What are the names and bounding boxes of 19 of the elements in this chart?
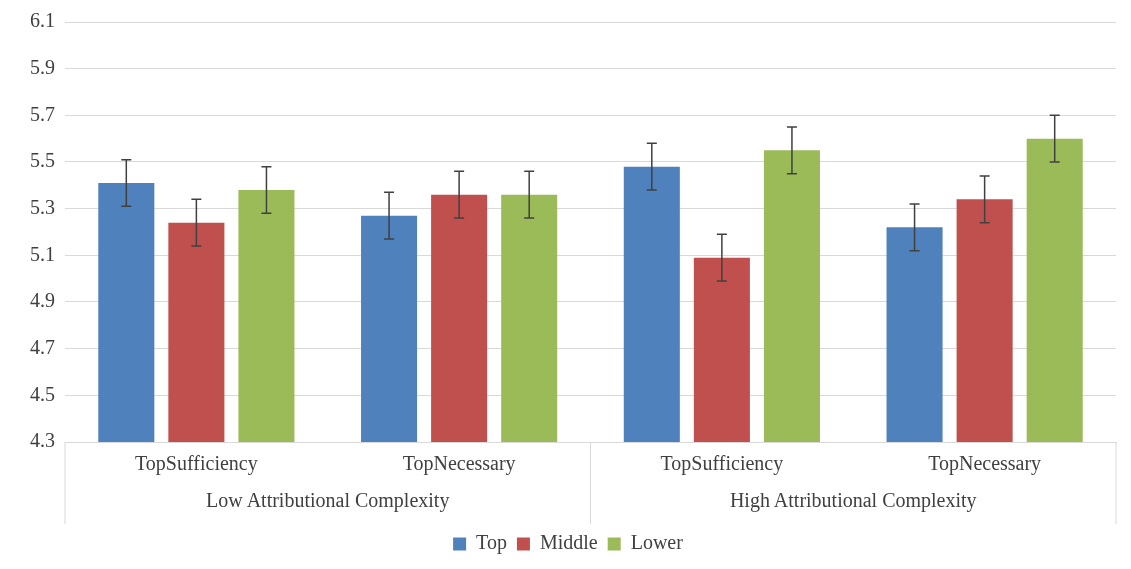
text: High Attributional Complexity: [729, 489, 977, 513]
y-tick-label: 5.9: [30, 55, 55, 78]
y-tick-label: 4.9: [30, 289, 55, 312]
x-tick-label: TopNecessary: [928, 452, 1042, 476]
y-tick-label: 4.7: [30, 335, 55, 358]
text: Low Attributional Complexity: [206, 489, 450, 513]
x-tick-label: TopNecessary: [402, 452, 516, 476]
y-tick-label: 4.3: [30, 429, 55, 452]
y-tick-label: 5.1: [30, 242, 55, 265]
legend-label: Middle: [539, 531, 598, 554]
legend-label: Top: [476, 531, 507, 555]
y-tick-label: 5.3: [30, 195, 55, 218]
x-tick-label: TopSufficiency: [135, 452, 258, 476]
y-tick-label: 5.7: [30, 102, 55, 125]
y-tick-label: 5.5: [30, 149, 55, 172]
legend-label: Lower: [630, 531, 684, 554]
y-tick-label: 4.5: [30, 382, 55, 405]
x-tick-label: TopSufficiency: [660, 452, 784, 476]
y-tick-label: 6.1: [30, 9, 55, 32]
